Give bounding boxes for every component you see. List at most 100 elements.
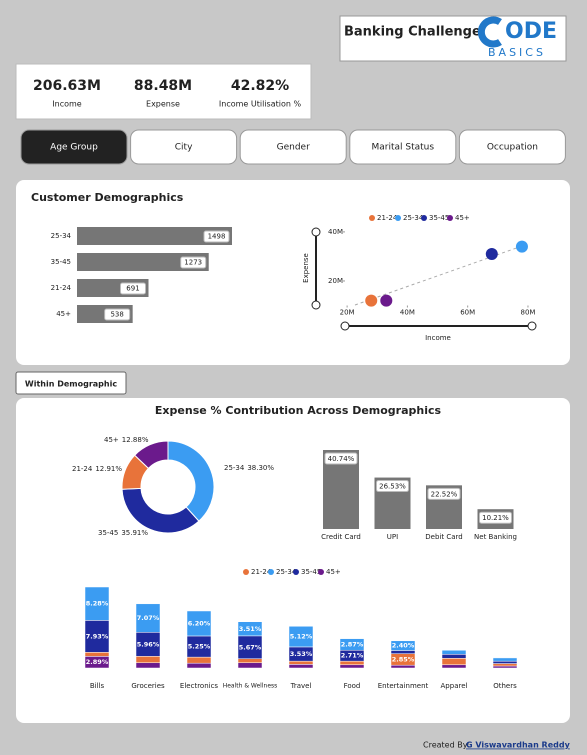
data-label-box xyxy=(479,511,512,524)
x-tick-label: Net Banking xyxy=(474,533,517,541)
x-tick-label: Travel xyxy=(290,682,312,690)
segment xyxy=(339,638,365,651)
data-label: 5.25% xyxy=(188,643,211,651)
segment xyxy=(441,664,467,669)
tab-label[interactable]: Marital Status xyxy=(372,143,435,153)
button[interactable] xyxy=(15,371,127,395)
data-label: 40.74% xyxy=(328,455,355,463)
kpi-box xyxy=(15,63,312,120)
slice-value: 12.88% xyxy=(122,436,149,444)
legend-label: 21-24 xyxy=(377,214,398,222)
tab[interactable] xyxy=(239,129,347,165)
point xyxy=(380,294,393,307)
data-label: 8.28% xyxy=(86,600,109,608)
bar xyxy=(77,253,209,271)
data-label: 538 xyxy=(110,311,123,319)
kpi-value: 206.63M xyxy=(33,78,101,94)
segment xyxy=(441,650,467,655)
header-title: Banking Challenge xyxy=(344,25,481,40)
x-axis-label: Income xyxy=(425,334,451,342)
footer-text: Created By: xyxy=(423,741,470,750)
data-label: 7.07% xyxy=(137,614,160,622)
tab[interactable] xyxy=(458,129,566,165)
slice-label: 35-45 35.91% xyxy=(98,529,148,537)
y-tick-label: 20M xyxy=(328,277,343,285)
legend-label: 25-34 xyxy=(276,568,297,576)
x-tick-label: 60M xyxy=(460,309,475,317)
point xyxy=(365,294,378,307)
data-label: 691 xyxy=(126,285,139,293)
data-label-box xyxy=(119,282,146,295)
panel xyxy=(16,180,570,365)
slice-value: 35.91% xyxy=(121,529,148,537)
x-tick-label: Health & Wellness xyxy=(223,683,278,690)
data-label: 5.12% xyxy=(290,633,313,641)
kpi-label: Income Utilisation % xyxy=(219,100,302,109)
legend-label: 45+ xyxy=(455,214,470,222)
legend-label: 35-45 xyxy=(429,214,449,222)
x-tick-label: Apparel xyxy=(441,682,468,690)
tab-label[interactable]: Occupation xyxy=(487,143,538,153)
data-label: 1498 xyxy=(208,233,226,241)
slice-label: 25-34 38.30% xyxy=(224,464,274,472)
slice-value: 12.91% xyxy=(95,465,122,473)
data-label: 5.96% xyxy=(137,640,160,648)
tab[interactable] xyxy=(20,129,128,165)
tab[interactable] xyxy=(349,129,457,165)
legend-swatch xyxy=(395,215,401,221)
segment xyxy=(237,662,263,669)
x-tick-label: Bills xyxy=(90,682,105,690)
slider-handle[interactable] xyxy=(311,227,321,237)
data-label: 1273 xyxy=(184,259,202,267)
segment xyxy=(339,660,365,666)
legend-label: 45+ xyxy=(326,568,341,576)
data-label-box xyxy=(427,487,461,500)
button-label[interactable]: Within Demographic xyxy=(25,380,117,389)
x-tick-label: 40M xyxy=(400,309,415,317)
legend-swatch xyxy=(293,569,299,575)
tab-label[interactable]: Age Group xyxy=(50,143,98,153)
legend-label: 35-45 xyxy=(301,568,321,576)
data-label-box xyxy=(376,480,409,493)
slice xyxy=(133,440,169,470)
y-tick-label: 40M xyxy=(328,228,343,236)
legend-swatch xyxy=(447,215,453,221)
header-box xyxy=(339,15,567,62)
slider-handle[interactable] xyxy=(527,321,537,331)
segment xyxy=(492,665,518,669)
data-label: 5.67% xyxy=(239,643,262,651)
segment xyxy=(441,654,467,659)
chart-title: Expense % Contribution Across Demographi… xyxy=(155,404,442,417)
tab[interactable] xyxy=(130,129,238,165)
segment xyxy=(135,656,161,664)
x-tick-label: 20M xyxy=(340,309,355,317)
data-label-box xyxy=(180,256,207,269)
slice-name: 25-34 xyxy=(224,464,245,472)
segment xyxy=(237,658,263,664)
point xyxy=(515,240,528,253)
x-tick-label: Entertainment xyxy=(378,682,429,690)
slice-value: 38.30% xyxy=(247,464,274,472)
segment xyxy=(492,660,518,664)
data-label: 2.87% xyxy=(341,640,364,648)
segment xyxy=(492,657,518,662)
data-label: 3.51% xyxy=(239,625,262,633)
data-label: 26.53% xyxy=(379,483,406,491)
data-label: 6.20% xyxy=(188,619,211,627)
slider-handle[interactable] xyxy=(311,300,321,310)
segment xyxy=(84,620,110,653)
legend-swatch xyxy=(243,569,249,575)
legend-swatch xyxy=(268,569,274,575)
slice-name: 45+ xyxy=(104,436,119,444)
segment xyxy=(288,664,314,669)
tab-label[interactable]: Gender xyxy=(277,143,310,153)
slider-handle[interactable] xyxy=(340,321,350,331)
segment xyxy=(186,662,212,669)
bar xyxy=(77,227,232,245)
footer-link[interactable]: G Viswavardhan Reddy xyxy=(466,741,571,750)
segment xyxy=(135,603,161,633)
tab-label[interactable]: City xyxy=(175,143,193,153)
kpi-label: Expense xyxy=(146,100,180,109)
